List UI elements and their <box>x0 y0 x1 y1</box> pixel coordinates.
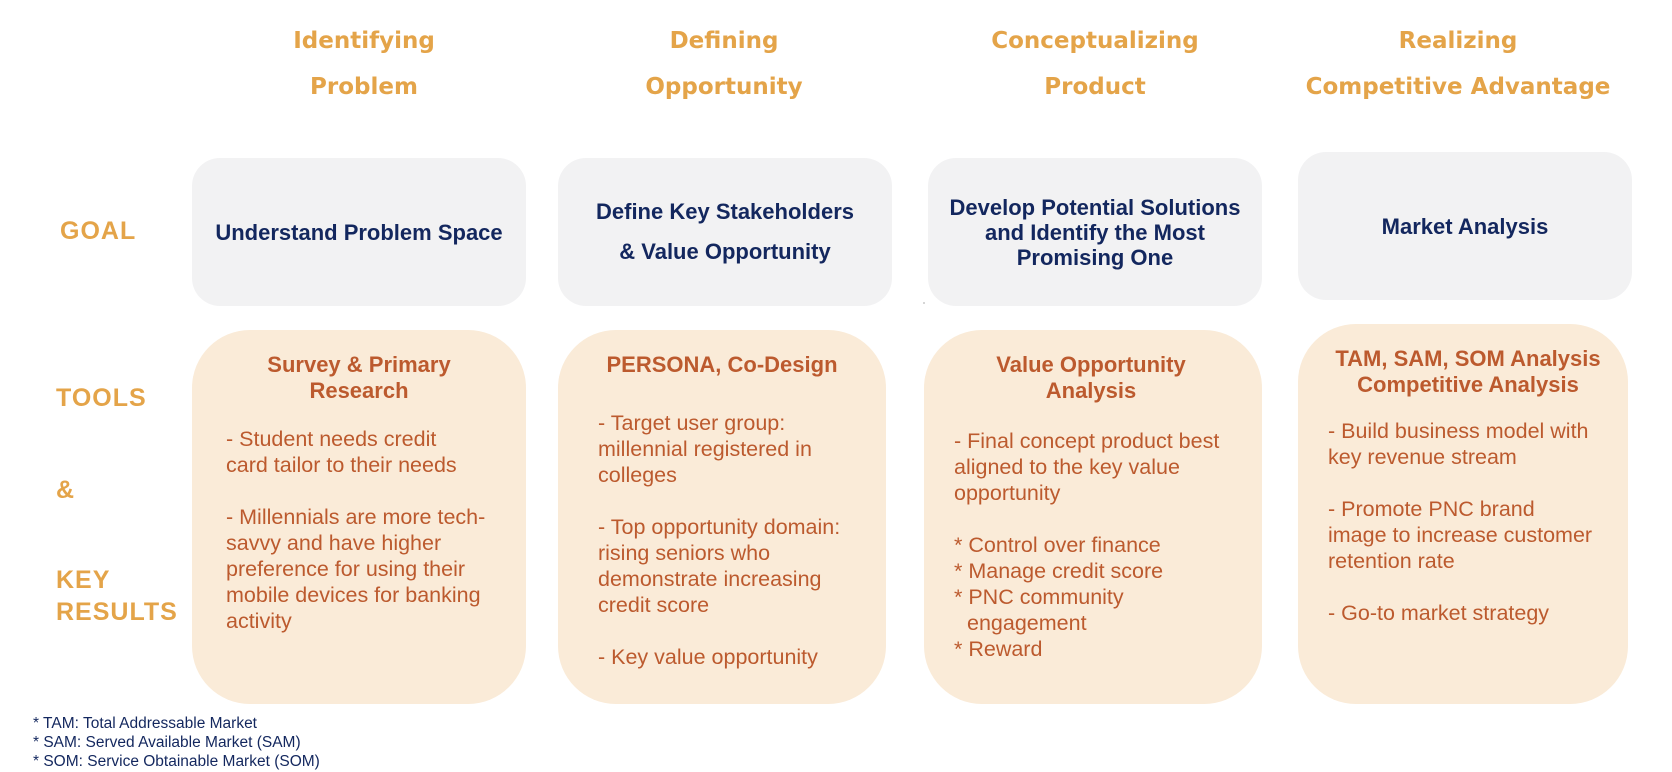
phase-line2: Problem <box>310 74 418 100</box>
goal-text: Define Key Stakeholders & Value Opportun… <box>596 192 854 272</box>
goal-box-develop-solutions: Develop Potential Solutions and Identify… <box>928 158 1262 306</box>
tool-bullet-list: * Control over finance * Manage credit s… <box>954 532 1228 662</box>
tool-item: - Key value opportunity <box>598 645 818 669</box>
goal-line: Develop Potential Solutions <box>949 194 1241 220</box>
tool-item: - Final concept product best aligned to … <box>954 429 1220 505</box>
tool-title-line: Value Opportunity <box>996 352 1186 377</box>
footnote-som: * SOM: Service Obtainable Market (SOM) <box>33 753 320 770</box>
goal-line: Promising One <box>1016 244 1174 270</box>
tool-item: - Top opportunity domain: rising seniors… <box>598 515 841 617</box>
phase-line1: Defining <box>669 28 779 54</box>
tool-title-line: Survey & Primary <box>267 352 451 377</box>
tool-title: PERSONA, Co-Design <box>592 352 852 378</box>
tool-box-survey-research: Survey & Primary Research - Student need… <box>192 330 526 704</box>
tool-title-line: Research <box>309 378 409 403</box>
tool-title: Survey & Primary Research <box>226 352 492 404</box>
tool-bullet: * Reward <box>954 637 1043 661</box>
phase-line2: Opportunity <box>645 74 803 100</box>
tool-box-value-opportunity: Value Opportunity Analysis - Final conce… <box>924 330 1262 704</box>
phase-header-conceptualizing-product: Conceptualizing Product <box>935 18 1255 110</box>
tool-box-persona-codesign: PERSONA, Co-Design - Target user group: … <box>558 330 886 704</box>
goal-line: Understand Problem Space <box>215 219 503 245</box>
goal-line: Define Key Stakeholders <box>596 199 854 224</box>
tool-bullet: * PNC community <box>954 585 1124 609</box>
tool-item: - Go-to market strategy <box>1328 601 1550 625</box>
phase-header-realizing-competitive-advantage: Realizing Competitive Advantage <box>1298 18 1618 110</box>
tool-title-line: Analysis <box>1045 378 1137 403</box>
phase-line1: Identifying <box>293 28 435 54</box>
tool-title-line: TAM, SAM, SOM Analysis <box>1335 346 1601 371</box>
row-label-goal: GOAL <box>60 217 137 245</box>
row-label-tools: TOOLS <box>56 384 147 412</box>
tool-title: TAM, SAM, SOM Analysis Competitive Analy… <box>1328 346 1608 398</box>
tool-item: - Promote PNC brand image to increase cu… <box>1328 497 1593 573</box>
goal-line: Market Analysis <box>1381 213 1549 239</box>
tool-title: Value Opportunity Analysis <box>954 352 1228 404</box>
tool-bullet: engagement <box>967 611 1087 635</box>
goal-text: Understand Problem Space <box>215 220 502 245</box>
tool-title-line: Competitive Analysis <box>1357 372 1579 397</box>
goal-box-market-analysis: Market Analysis <box>1298 152 1632 300</box>
phase-line1: Conceptualizing <box>991 28 1199 54</box>
tool-bullet: * Control over finance <box>954 533 1161 557</box>
footnote-sam: * SAM: Served Available Market (SAM) <box>33 734 301 751</box>
goal-box-understand-problem: Understand Problem Space <box>192 158 526 306</box>
row-label-key: KEY <box>56 566 111 594</box>
tool-item: - Student needs credit card tailor to th… <box>226 427 457 477</box>
row-label-ampersand: & <box>56 476 76 504</box>
row-label-results: RESULTS <box>56 598 178 626</box>
tool-item: - Target user group: millennial register… <box>598 411 812 487</box>
footnote-tam: * TAM: Total Addressable Market <box>33 715 257 732</box>
tool-title-line: PERSONA, Co-Design <box>606 352 838 377</box>
phase-header-identifying-problem: Identifying Problem <box>204 18 524 110</box>
tool-item: - Build business model with key revenue … <box>1328 419 1589 469</box>
tool-bullet: * Manage credit score <box>954 559 1164 583</box>
goal-text: Develop Potential Solutions and Identify… <box>950 195 1241 270</box>
tool-box-tam-sam-som: TAM, SAM, SOM Analysis Competitive Analy… <box>1298 324 1628 704</box>
goal-line: and Identify the Most <box>984 219 1205 245</box>
stray-dot <box>923 302 925 304</box>
phase-line1: Realizing <box>1398 28 1518 54</box>
phase-line2: Product <box>1044 74 1146 100</box>
tool-item: - Millennials are more tech-savvy and ha… <box>226 505 486 633</box>
footnotes: * TAM: Total Addressable Market * SAM: S… <box>33 714 320 771</box>
goal-text: Market Analysis <box>1382 214 1549 239</box>
phase-line2: Competitive Advantage <box>1305 74 1611 100</box>
goal-box-define-stakeholders: Define Key Stakeholders & Value Opportun… <box>558 158 892 306</box>
goal-line: & Value Opportunity <box>619 239 831 264</box>
phase-header-defining-opportunity: Defining Opportunity <box>564 18 884 110</box>
